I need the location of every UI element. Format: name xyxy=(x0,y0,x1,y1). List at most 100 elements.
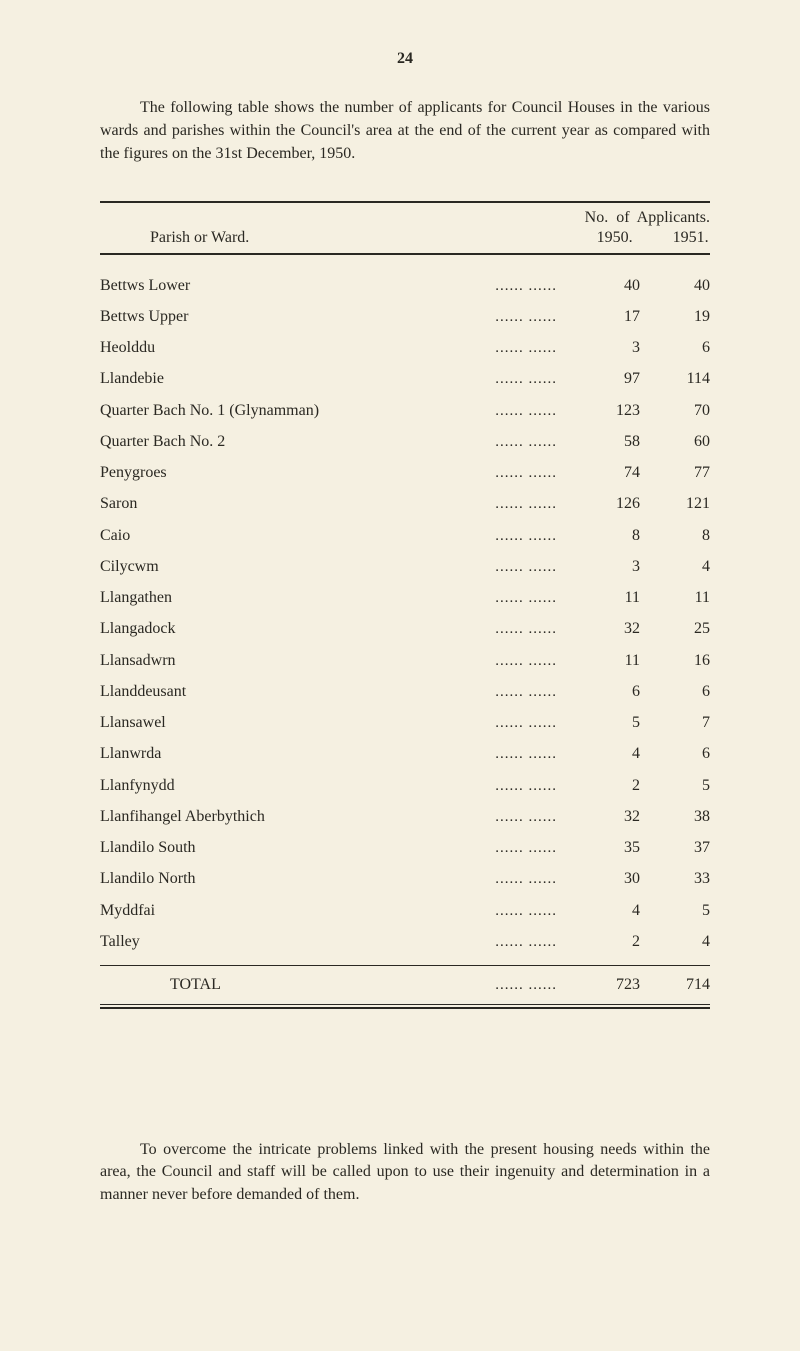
total-label: TOTAL xyxy=(100,976,221,994)
table-row: Llandilo North...... ......3033 xyxy=(100,863,710,894)
parish-name: Quarter Bach No. 2 xyxy=(100,426,225,457)
value-1950: 58 xyxy=(585,426,640,457)
dots-leader: ...... ...... xyxy=(184,615,577,644)
parish-name: Quarter Bach No. 1 (Glynamman) xyxy=(100,395,319,426)
table-row: Caio ...... ...... 88 xyxy=(100,520,710,551)
table-row: Talley ...... ...... 24 xyxy=(100,926,710,957)
parish-name: Penygroes xyxy=(100,457,167,488)
value-1951: 4 xyxy=(640,926,710,957)
bottom-double-rule xyxy=(100,1004,710,1009)
parish-name: Llangathen xyxy=(100,582,172,613)
parish-name: Llansadwrn xyxy=(100,645,176,676)
intro-paragraph: The following table shows the number of … xyxy=(100,96,710,166)
value-1951: 38 xyxy=(640,801,710,832)
dots-leader: ...... ...... xyxy=(183,772,577,801)
dots-leader: ...... ...... xyxy=(194,678,577,707)
value-1951: 8 xyxy=(640,520,710,551)
parish-name: Llangadock xyxy=(100,613,176,644)
total-1951: 714 xyxy=(640,976,710,994)
value-1951: 121 xyxy=(640,488,710,519)
dots-leader: ...... ...... xyxy=(167,553,577,582)
closing-paragraph: To overcome the intricate problems linke… xyxy=(100,1139,710,1206)
value-1951: 25 xyxy=(640,613,710,644)
parish-name: Talley xyxy=(100,926,140,957)
value-1950: 3 xyxy=(585,551,640,582)
parish-name: Llanddeusant xyxy=(100,676,186,707)
table-row: Bettws Lower...... ......4040 xyxy=(100,270,710,301)
table-row: Llansawel...... ......57 xyxy=(100,707,710,738)
value-1951: 70 xyxy=(640,395,710,426)
bottom-rule-2 xyxy=(100,1007,710,1009)
table-row: Llandilo South ...... ...... 3537 xyxy=(100,832,710,863)
value-1950: 74 xyxy=(585,457,640,488)
table-row: Myddfai...... ......45 xyxy=(100,895,710,926)
header-rule xyxy=(100,253,710,255)
table-row: Penygroes...... ......7477 xyxy=(100,457,710,488)
value-1950: 4 xyxy=(585,895,640,926)
header-parish-label: Parish or Ward. xyxy=(100,229,249,247)
table-row: Llanfynydd ...... ...... 25 xyxy=(100,770,710,801)
dots-leader: ...... ...... xyxy=(169,740,577,769)
parish-name: Llandilo South xyxy=(100,832,196,863)
table-row: Cilycwm ...... ...... 34 xyxy=(100,551,710,582)
parish-name: Llanfynydd xyxy=(100,770,175,801)
value-1950: 2 xyxy=(585,770,640,801)
table-row: Llangathen...... ......1111 xyxy=(100,582,710,613)
value-1950: 126 xyxy=(585,488,640,519)
total-dots: ...... ...... xyxy=(229,977,577,994)
table-row: Llanddeusant ...... ...... 66 xyxy=(100,676,710,707)
dots-leader: ...... ...... xyxy=(184,647,577,676)
table-row: Bettws Upper...... ......1719 xyxy=(100,301,710,332)
header-year-1950: 1950. xyxy=(585,229,633,247)
bottom-rule-1 xyxy=(100,1004,710,1005)
parish-name: Heolddu xyxy=(100,332,155,363)
dots-leader: ...... ...... xyxy=(204,834,577,863)
value-1950: 32 xyxy=(585,801,640,832)
parish-name: Saron xyxy=(100,488,137,519)
dots-leader: ...... ...... xyxy=(233,428,577,457)
value-1951: 6 xyxy=(640,676,710,707)
table-row: Llanwrda...... ......46 xyxy=(100,738,710,769)
parish-name: Cilycwm xyxy=(100,551,159,582)
parish-name: Bettws Upper xyxy=(100,301,188,332)
dots-leader: ...... ...... xyxy=(145,490,577,519)
total-1950: 723 xyxy=(585,976,640,994)
dots-leader: ...... ...... xyxy=(148,928,577,957)
dots-leader: ...... ...... xyxy=(204,865,577,894)
parish-name: Myddfai xyxy=(100,895,155,926)
pre-total-rule xyxy=(100,965,710,966)
value-1951: 4 xyxy=(640,551,710,582)
value-1950: 5 xyxy=(585,707,640,738)
value-1951: 114 xyxy=(640,363,710,394)
value-1950: 8 xyxy=(585,520,640,551)
table-row: Quarter Bach No. 1 (Glynamman) ...... ...… xyxy=(100,395,710,426)
value-1951: 7 xyxy=(640,707,710,738)
dots-leader: ...... ...... xyxy=(163,897,577,926)
parish-name: Llandebie xyxy=(100,363,164,394)
value-1950: 2 xyxy=(585,926,640,957)
value-1951: 40 xyxy=(640,270,710,301)
table-row: Llandebie...... ......97114 xyxy=(100,363,710,394)
parish-name: Bettws Lower xyxy=(100,270,190,301)
total-row: TOTAL ...... ...... 723 714 xyxy=(100,976,710,994)
parish-name: Llansawel xyxy=(100,707,166,738)
header-right-block: No. of Applicants. 1950. 1951. xyxy=(585,209,710,247)
value-1951: 11 xyxy=(640,582,710,613)
value-1950: 35 xyxy=(585,832,640,863)
dots-leader: ...... ...... xyxy=(138,522,577,551)
value-1951: 5 xyxy=(640,770,710,801)
value-1950: 3 xyxy=(585,332,640,363)
dots-leader: ...... ...... xyxy=(175,459,577,488)
value-1951: 37 xyxy=(640,832,710,863)
value-1950: 32 xyxy=(585,613,640,644)
value-1951: 19 xyxy=(640,301,710,332)
dots-leader: ...... ...... xyxy=(327,397,577,426)
value-1950: 6 xyxy=(585,676,640,707)
parish-name: Caio xyxy=(100,520,130,551)
header-applicants-label: No. of Applicants. xyxy=(585,209,710,227)
value-1951: 6 xyxy=(640,332,710,363)
value-1950: 4 xyxy=(585,738,640,769)
dots-leader: ...... ...... xyxy=(163,334,577,363)
table-row: Heolddu ...... ...... 36 xyxy=(100,332,710,363)
table-row: Llanfihangel Aberbythich...... ......323… xyxy=(100,801,710,832)
